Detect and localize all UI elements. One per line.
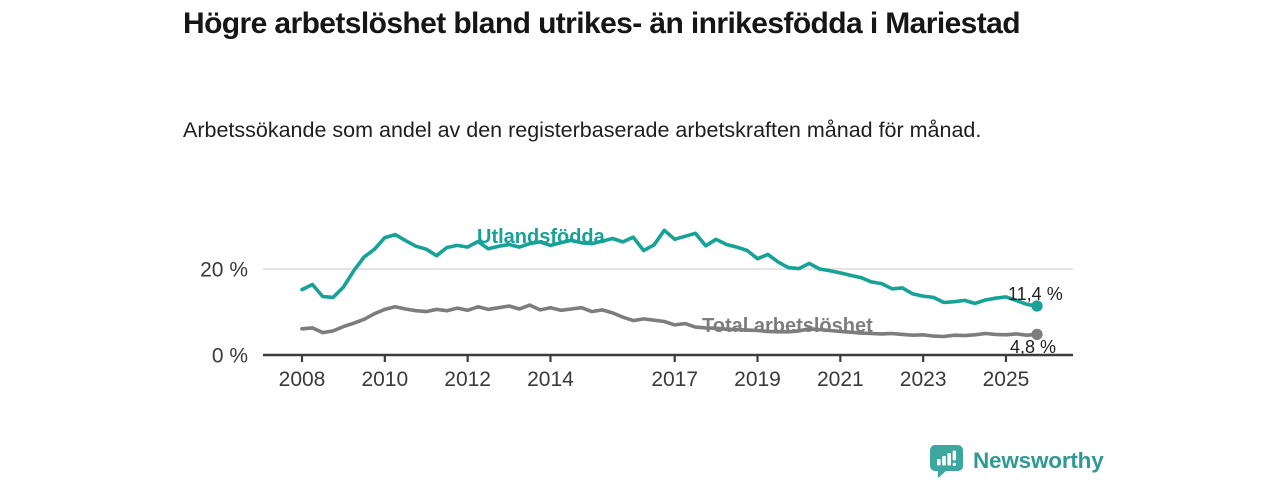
x-axis-label-2019: 2019 — [734, 368, 781, 391]
x-axis-label-2014: 2014 — [527, 368, 574, 391]
y-axis-label-0: 0 % — [212, 345, 248, 368]
series-label-utlandsfodda: Utlandsfödda — [477, 226, 605, 248]
y-axis-label-20: 20 % — [200, 259, 248, 282]
x-axis-label-2025: 2025 — [983, 368, 1030, 391]
end-value-label-total: 4,8 % — [1010, 337, 1057, 357]
series-label-total-arbetsloshet: Total arbetslöshet — [702, 315, 873, 337]
newsworthy-brand-text: Newsworthy — [973, 448, 1104, 473]
x-axis-label-2017: 2017 — [651, 368, 698, 391]
chart-subtitle: Arbetssökande som andel av den registerb… — [183, 118, 982, 142]
series-end-dot-0 — [1031, 300, 1043, 312]
end-value-label-utlandsfodda: 11,4 % — [1008, 284, 1063, 304]
series-end-dot-1 — [1031, 328, 1043, 340]
chart-title: Högre arbetslöshet bland utrikes- än inr… — [183, 7, 1021, 40]
x-axis-label-2012: 2012 — [444, 368, 491, 391]
x-axis-label-2010: 2010 — [361, 368, 408, 391]
x-axis-label-2023: 2023 — [900, 368, 947, 391]
newsworthy-logo[interactable]: Newsworthy — [929, 444, 1104, 478]
series-line-1 — [300, 303, 1039, 339]
x-axis-label-2021: 2021 — [817, 368, 864, 391]
x-axis-label-2008: 2008 — [279, 368, 326, 391]
series-line-0 — [300, 228, 1039, 308]
newsworthy-chart-bubble-icon — [929, 444, 964, 478]
